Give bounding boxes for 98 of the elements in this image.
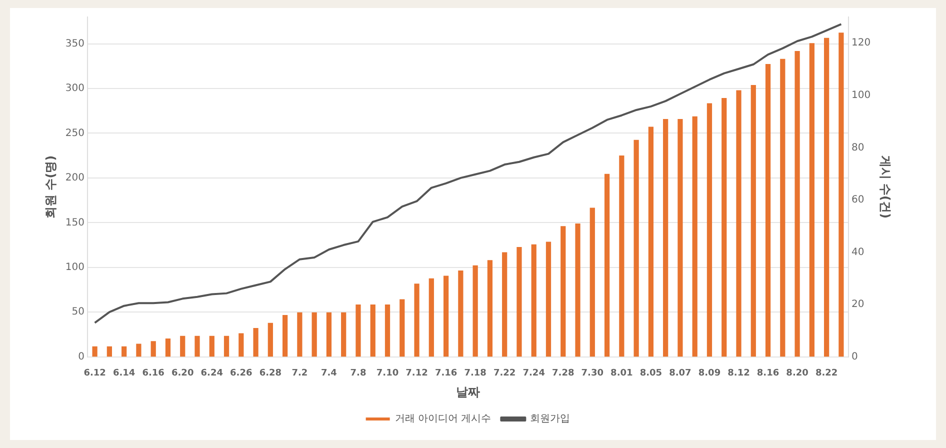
x-tick-label: 6.26 (230, 368, 252, 379)
bar (238, 333, 244, 357)
x-tick-label: 7.10 (376, 368, 399, 379)
bar (150, 341, 156, 357)
bar (516, 247, 522, 357)
x-tick-label: 8.07 (669, 368, 692, 379)
bar (341, 312, 346, 357)
x-tick-label: 8.20 (786, 368, 808, 379)
bar (487, 260, 493, 357)
bar (706, 103, 712, 357)
bar (384, 304, 390, 357)
bar (736, 90, 742, 357)
y2-axis-title: 게시 수(건) (878, 155, 893, 218)
x-tick-label: 7.28 (552, 368, 574, 379)
x-tick-label: 7.8 (350, 368, 366, 379)
bar (750, 84, 756, 357)
x-tick-label: 6.28 (259, 368, 282, 379)
bar (356, 304, 361, 357)
bar (648, 126, 654, 357)
bar (209, 336, 214, 357)
bar (400, 299, 405, 357)
x-tick-label: 7.16 (434, 368, 458, 379)
bar (692, 116, 698, 357)
bar (180, 336, 186, 357)
bar (546, 242, 552, 357)
bar (838, 32, 844, 357)
x-tick-label: 6.16 (142, 368, 164, 379)
bar (809, 43, 814, 357)
x-tick-label: 8.05 (640, 368, 662, 379)
legend-label: 회원가입 (530, 414, 570, 425)
bar (282, 314, 288, 357)
bar (136, 344, 142, 357)
y2-tick-label: 120 (852, 38, 871, 49)
x-tick-label: 7.30 (581, 368, 604, 379)
x-tick-label: 8.16 (756, 368, 780, 379)
y2-tick-label: 80 (852, 142, 864, 154)
bar (458, 270, 464, 357)
bar (619, 156, 624, 357)
bar (722, 98, 727, 357)
bar (590, 208, 595, 357)
y-tick-label: 0 (78, 351, 84, 362)
y2-tick-label: 40 (852, 246, 864, 258)
x-tick-label: 7.18 (464, 368, 486, 379)
bar (414, 284, 420, 357)
y-tick-label: 250 (65, 128, 84, 139)
x-tick-label: 8.22 (815, 368, 838, 379)
bar (575, 223, 580, 357)
x-tick-label: 7.12 (406, 368, 428, 379)
bar (370, 304, 376, 357)
bar (560, 226, 566, 357)
bar (312, 312, 317, 357)
x-tick-label: 8.09 (698, 368, 721, 379)
bar (765, 64, 771, 357)
x-tick-label: 7.24 (522, 368, 545, 379)
bar (678, 118, 683, 357)
y-tick-label: 300 (65, 83, 84, 94)
bar (106, 346, 112, 357)
y2-tick-label: 100 (852, 90, 871, 102)
y2-tick-label: 0 (852, 351, 858, 362)
bar (326, 312, 332, 357)
x-tick-label: 7.4 (320, 368, 337, 379)
legend-label: 거래 아이디어 게시수 (394, 414, 492, 425)
x-tick-label: 8.12 (728, 368, 750, 379)
x-tick-label: 6.20 (172, 368, 194, 379)
bar (428, 278, 434, 357)
x-tick-label: 6.14 (112, 368, 136, 379)
bar (268, 322, 273, 357)
bar (824, 38, 830, 357)
y-tick-label: 350 (65, 38, 84, 50)
bar (297, 312, 302, 357)
bar (165, 338, 171, 357)
bar (253, 328, 258, 357)
bar (663, 118, 668, 357)
bar (604, 174, 610, 357)
bar (634, 140, 639, 357)
bar (472, 265, 478, 357)
bar (531, 244, 536, 357)
bar (794, 50, 800, 357)
bar (224, 336, 230, 357)
bar (502, 252, 508, 357)
x-axis-title: 날짜 (456, 384, 480, 399)
bar (194, 336, 200, 357)
bar (443, 276, 449, 357)
x-tick-label: 6.12 (84, 368, 106, 379)
bar (780, 58, 786, 357)
y-tick-label: 50 (72, 306, 84, 318)
x-tick-label: 6.24 (200, 368, 223, 379)
y-tick-label: 200 (65, 172, 84, 184)
x-tick-label: 7.22 (493, 368, 516, 379)
y-axis-title: 회원 수(명) (43, 155, 58, 218)
y-tick-label: 150 (65, 217, 84, 228)
y2-tick-label: 60 (852, 194, 864, 206)
bar (92, 346, 98, 357)
x-tick-label: 7.2 (292, 368, 308, 379)
y2-tick-label: 20 (852, 299, 864, 310)
x-tick-label: 8.01 (610, 368, 633, 379)
y-tick-label: 100 (65, 262, 84, 273)
bar (122, 346, 127, 357)
